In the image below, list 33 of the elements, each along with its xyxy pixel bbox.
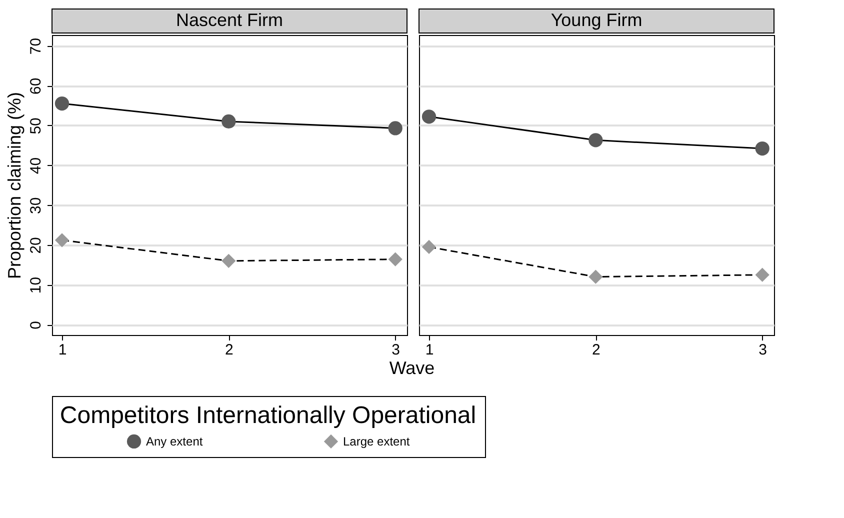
y-tick-label: 0 bbox=[28, 320, 44, 330]
point bbox=[54, 96, 70, 111]
y-tick-label: 40 bbox=[28, 157, 44, 174]
x-tick-label: 1 bbox=[425, 342, 434, 358]
x-tick-label: 1 bbox=[58, 342, 67, 358]
y-tick-label: 10 bbox=[28, 276, 44, 294]
x-tick-label: 2 bbox=[224, 342, 234, 358]
point bbox=[388, 121, 402, 136]
y-tick-label: 30 bbox=[28, 197, 44, 214]
point bbox=[222, 254, 236, 268]
y-tick-label: 20 bbox=[28, 237, 44, 254]
point bbox=[422, 240, 436, 254]
point bbox=[422, 110, 436, 124]
x-axis-title: Wave bbox=[389, 358, 435, 378]
x-tick-label: 2 bbox=[592, 342, 600, 358]
y-tick-label: 60 bbox=[28, 78, 44, 94]
y-tick-label: 50 bbox=[28, 118, 44, 134]
x-tick-label: 3 bbox=[392, 342, 400, 358]
legend-title: Competitors Internationally Operational bbox=[60, 402, 476, 429]
point bbox=[755, 141, 770, 156]
chart-title: Young Firm bbox=[550, 10, 642, 30]
point bbox=[755, 268, 770, 282]
y-axis-title: Proportion claiming (%) bbox=[4, 92, 24, 280]
chart-title: Nascent Firm bbox=[176, 10, 284, 30]
point bbox=[588, 133, 603, 148]
point bbox=[222, 114, 236, 129]
point bbox=[588, 270, 603, 284]
point bbox=[54, 233, 70, 248]
y-tick-label: 70 bbox=[28, 38, 44, 55]
legend-label: Large extent bbox=[343, 434, 410, 448]
point bbox=[388, 252, 402, 266]
x-tick-label: 3 bbox=[758, 342, 768, 358]
legend-label: Any extent bbox=[146, 434, 204, 448]
